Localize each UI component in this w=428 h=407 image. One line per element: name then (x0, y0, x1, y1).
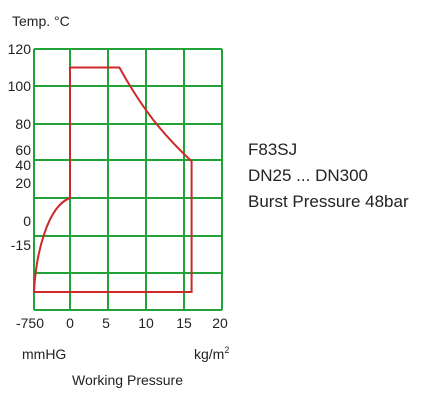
size-range: DN25 ... DN300 (248, 166, 368, 185)
y-tick-label: 40 (15, 157, 31, 173)
product-model: F83SJ (248, 140, 298, 159)
y-tick-label: 80 (15, 116, 31, 132)
y-tick-label: 20 (15, 175, 31, 191)
x-axis-right-unit-base: kg/m (194, 346, 224, 362)
x-tick-label: -750 (16, 315, 44, 331)
x-tick-label: 0 (66, 315, 74, 331)
x-axis-right-unit-sup: 2 (224, 345, 229, 355)
x-tick-label: 10 (138, 315, 154, 331)
y-tick-label: 0 (23, 213, 31, 229)
series-line-0 (33, 66, 193, 293)
x-axis-right-unit: kg/m2 (194, 345, 229, 362)
x-axis-left-unit: mmHG (22, 346, 66, 362)
x-tick-label: 5 (102, 315, 110, 331)
chart-series (33, 66, 193, 293)
y-tick-label: 120 (8, 41, 32, 57)
x-axis-caption: Working Pressure (72, 372, 183, 388)
y-tick-label: -15 (11, 237, 31, 253)
chart-grid (33, 48, 223, 311)
y-tick-label: 60 (15, 142, 31, 158)
x-tick-label: 20 (212, 315, 228, 331)
y-tick-label: 100 (8, 78, 32, 94)
y-axis-title: Temp. °C (12, 13, 70, 29)
burst-pressure: Burst Pressure 48bar (248, 192, 409, 211)
x-tick-label: 15 (176, 315, 192, 331)
